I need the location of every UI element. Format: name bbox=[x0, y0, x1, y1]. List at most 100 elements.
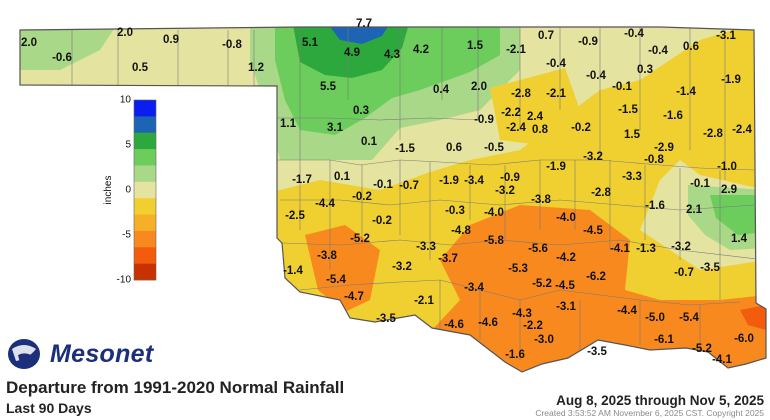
station-value: -3.2 bbox=[583, 151, 603, 163]
legend-swatch bbox=[134, 100, 156, 117]
station-value: 5.1 bbox=[302, 37, 319, 49]
station-value: -0.7 bbox=[674, 267, 694, 279]
station-value: -6.0 bbox=[734, 333, 754, 345]
station-value: -3.2 bbox=[392, 261, 412, 273]
legend-swatch bbox=[134, 165, 156, 183]
station-value: 0.8 bbox=[532, 124, 549, 136]
station-value: -5.2 bbox=[532, 278, 552, 290]
legend-tick-label: -10 bbox=[117, 275, 132, 286]
legend-tick-label: -5 bbox=[122, 230, 131, 241]
station-value: -5.4 bbox=[326, 274, 346, 286]
station-value: -3.1 bbox=[716, 30, 736, 42]
station-value: -0.8 bbox=[222, 39, 242, 51]
station-value: -0.9 bbox=[500, 172, 520, 184]
station-value: 0.4 bbox=[433, 84, 450, 96]
station-value: -0.4 bbox=[624, 28, 644, 40]
legend-frame bbox=[133, 99, 157, 281]
station-value: -2.1 bbox=[546, 88, 566, 100]
state-outline bbox=[19, 26, 767, 373]
station-value: -4.7 bbox=[344, 291, 364, 303]
station-value: -3.4 bbox=[464, 175, 484, 187]
mesonet-globe-icon bbox=[8, 339, 40, 369]
station-value: -5.4 bbox=[679, 312, 699, 324]
legend-swatch bbox=[134, 230, 156, 248]
station-value: -3.0 bbox=[534, 334, 554, 346]
station-value: -4.3 bbox=[512, 308, 532, 320]
mesonet-logo: Mesonet bbox=[6, 337, 154, 371]
station-value: -1.5 bbox=[618, 104, 638, 116]
station-value: 1.1 bbox=[280, 118, 297, 130]
station-value: -5.3 bbox=[508, 263, 528, 275]
legend-tick-label: 10 bbox=[120, 95, 132, 106]
station-value: -3.5 bbox=[376, 313, 396, 325]
station-value: -3.8 bbox=[317, 250, 337, 262]
station-value: 2.0 bbox=[117, 27, 133, 39]
station-value: -1.9 bbox=[439, 175, 459, 187]
legend-swatch bbox=[134, 247, 156, 264]
station-value: -0.4 bbox=[648, 45, 668, 57]
legend-unit-label: inches bbox=[103, 176, 114, 205]
station-value: -3.5 bbox=[700, 262, 720, 274]
station-value: 0.1 bbox=[361, 136, 378, 148]
station-value: -3.8 bbox=[531, 194, 551, 206]
legend-swatch bbox=[134, 198, 156, 215]
station-value: -3.3 bbox=[622, 171, 642, 183]
station-value: -3.1 bbox=[556, 301, 576, 313]
station-value: 7.7 bbox=[356, 18, 372, 30]
station-value: -1.9 bbox=[721, 74, 741, 86]
station-value: -4.4 bbox=[315, 198, 335, 210]
station-value: -1.9 bbox=[546, 161, 566, 173]
station-value: -0.1 bbox=[690, 178, 710, 190]
station-value: -5.0 bbox=[645, 312, 665, 324]
station-value: -4.6 bbox=[478, 317, 498, 329]
station-value: -0.8 bbox=[644, 154, 664, 166]
station-value: -4.2 bbox=[556, 252, 576, 264]
legend-tick-label: 0 bbox=[125, 185, 131, 196]
legend-swatch bbox=[134, 263, 156, 281]
station-value: -1.4 bbox=[283, 265, 303, 277]
station-value: -0.5 bbox=[484, 142, 504, 154]
station-value: -1.6 bbox=[663, 110, 683, 122]
station-value: -6.1 bbox=[654, 334, 674, 346]
logo-text: Mesonet bbox=[50, 339, 154, 368]
station-value: -3.2 bbox=[495, 185, 515, 197]
station-value: -4.0 bbox=[556, 212, 576, 224]
station-value: -2.8 bbox=[703, 128, 723, 140]
station-value: 4.2 bbox=[413, 44, 429, 56]
station-value: 1.5 bbox=[624, 129, 641, 141]
station-value: -5.8 bbox=[484, 235, 504, 247]
legend-swatch bbox=[134, 149, 156, 166]
station-value: -2.4 bbox=[506, 122, 526, 134]
station-value: -1.6 bbox=[645, 200, 665, 212]
station-value: 2.9 bbox=[721, 184, 737, 196]
station-value: -3.3 bbox=[416, 241, 436, 253]
county-borders bbox=[71, 27, 766, 360]
station-value: -0.2 bbox=[352, 191, 372, 203]
station-value: -0.9 bbox=[578, 36, 598, 48]
station-value: -1.4 bbox=[676, 86, 696, 98]
station-value: -4.0 bbox=[484, 207, 504, 219]
station-value: 0.3 bbox=[637, 64, 653, 76]
station-value: -2.2 bbox=[501, 107, 521, 119]
station-value: 4.3 bbox=[384, 49, 400, 61]
station-value: -3.7 bbox=[438, 253, 458, 265]
station-value: -4.5 bbox=[583, 225, 603, 237]
station-value: -2.8 bbox=[511, 88, 531, 100]
date-range: Aug 8, 2025 through Nov 5, 2025 bbox=[556, 393, 764, 408]
station-value: 1.4 bbox=[731, 233, 748, 245]
station-values: 2.0 -0.6 2.0 0.9 0.5 -0.8 1.2 7.7 5.1 4.9 4.3 4.2 1.… bbox=[21, 18, 754, 366]
station-value: -4.8 bbox=[451, 225, 471, 237]
station-value: -0.4 bbox=[546, 58, 566, 70]
station-value: -6.2 bbox=[586, 271, 606, 283]
station-value: 5.5 bbox=[320, 81, 337, 93]
station-value: -2.9 bbox=[654, 142, 674, 154]
station-value: -2.5 bbox=[285, 210, 305, 222]
station-value: -0.6 bbox=[52, 52, 72, 64]
station-value: -4.1 bbox=[712, 354, 732, 366]
station-value: 0.9 bbox=[163, 34, 179, 46]
station-value: 2.4 bbox=[527, 111, 544, 123]
station-value: -1.7 bbox=[292, 174, 312, 186]
map-subtitle: Last 90 Days bbox=[6, 400, 92, 416]
station-value: -4.1 bbox=[610, 243, 630, 255]
